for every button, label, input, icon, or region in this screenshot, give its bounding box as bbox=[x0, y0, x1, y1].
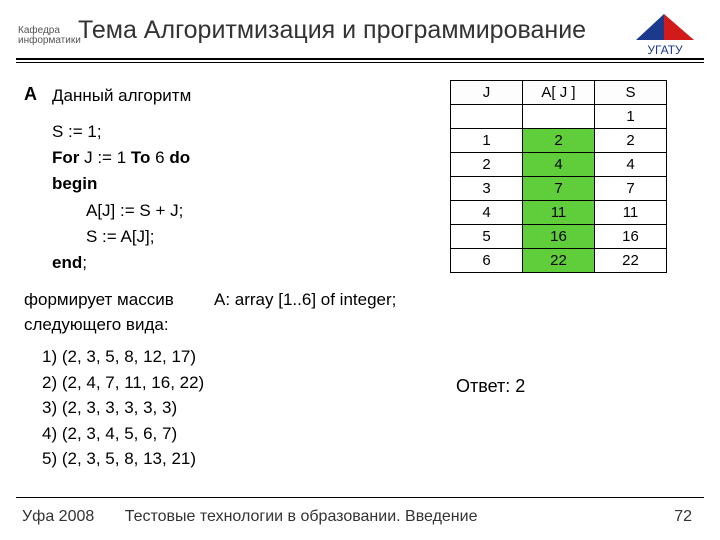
th-s: S bbox=[595, 81, 667, 105]
kw-for: For bbox=[52, 148, 79, 167]
option-2: 2) (2, 4, 7, 11, 16, 22) bbox=[42, 370, 204, 396]
code-line-5: S := A[J]; bbox=[52, 224, 412, 250]
header: Кафедра информатики Тема Алгоритмизация … bbox=[0, 0, 720, 50]
code-line-1: S := 1; bbox=[52, 119, 412, 145]
th-aj: A[ J ] bbox=[523, 81, 595, 105]
option-3: 3) (2, 3, 3, 3, 3, 3) bbox=[42, 395, 204, 421]
slide: Кафедра информатики Тема Алгоритмизация … bbox=[0, 0, 720, 540]
table-row: 2 4 4 bbox=[451, 153, 667, 177]
intro-line: Данный алгоритм bbox=[52, 84, 412, 109]
table-header-row: J A[ J ] S bbox=[451, 81, 667, 105]
array-desc: формирует массив A: array [1..6] of inte… bbox=[24, 288, 434, 337]
footer: Уфа 2008 Тестовые технологии в образован… bbox=[22, 508, 702, 526]
kw-to: To bbox=[131, 148, 151, 167]
footer-city: Уфа 2008 bbox=[22, 508, 94, 526]
page-number: 72 bbox=[674, 508, 692, 526]
page-title: Тема Алгоритмизация и программирование bbox=[78, 16, 586, 45]
logo-text: УГАТУ bbox=[647, 43, 683, 57]
header-rule-thick bbox=[16, 58, 704, 60]
header-rule-thin bbox=[16, 62, 704, 63]
table-row-init: 1 bbox=[451, 105, 667, 129]
code-line-4: A[J] := S + J; bbox=[52, 198, 412, 224]
array-decl: A: array [1..6] of integer; bbox=[214, 288, 396, 313]
answer-options: 1) (2, 3, 5, 8, 12, 17) 2) (2, 4, 7, 11,… bbox=[42, 344, 204, 472]
code-line-2: For J := 1 To 6 do bbox=[52, 145, 412, 171]
kw-do: do bbox=[169, 148, 190, 167]
code-line-3: begin bbox=[52, 171, 412, 197]
trace-table: J A[ J ] S 1 1 2 2 2 4 4 bbox=[450, 80, 667, 273]
question-text: Данный алгоритм S := 1; For J := 1 To 6 … bbox=[52, 84, 412, 277]
table-row: 5 16 16 bbox=[451, 225, 667, 249]
table-row: 1 2 2 bbox=[451, 129, 667, 153]
trace-table-wrap: J A[ J ] S 1 1 2 2 2 4 4 bbox=[450, 80, 667, 273]
th-j: J bbox=[451, 81, 523, 105]
university-logo: УГАТУ bbox=[634, 12, 696, 58]
dept-line2: информатики bbox=[18, 35, 81, 46]
table-row: 3 7 7 bbox=[451, 177, 667, 201]
init-s: 1 bbox=[595, 105, 667, 129]
form-line1: формирует массив bbox=[24, 290, 174, 309]
option-5: 5) (2, 3, 5, 8, 13, 21) bbox=[42, 446, 204, 472]
option-4: 4) (2, 3, 4, 5, 6, 7) bbox=[42, 421, 204, 447]
table-row: 4 11 11 bbox=[451, 201, 667, 225]
form-line2: следующего вида: bbox=[24, 313, 434, 338]
table-row: 6 22 22 bbox=[451, 249, 667, 273]
code-line-6: end; bbox=[52, 250, 412, 276]
option-1: 1) (2, 3, 5, 8, 12, 17) bbox=[42, 344, 204, 370]
department-label: Кафедра информатики bbox=[18, 26, 81, 46]
kw-end: end bbox=[52, 253, 82, 272]
footer-rule bbox=[16, 497, 704, 498]
code-block: S := 1; For J := 1 To 6 do begin A[J] :=… bbox=[52, 119, 412, 277]
answer-text: Ответ: 2 bbox=[456, 376, 525, 397]
footer-subtitle: Тестовые технологии в образовании. Введе… bbox=[125, 508, 478, 526]
question-label: А bbox=[24, 84, 37, 105]
